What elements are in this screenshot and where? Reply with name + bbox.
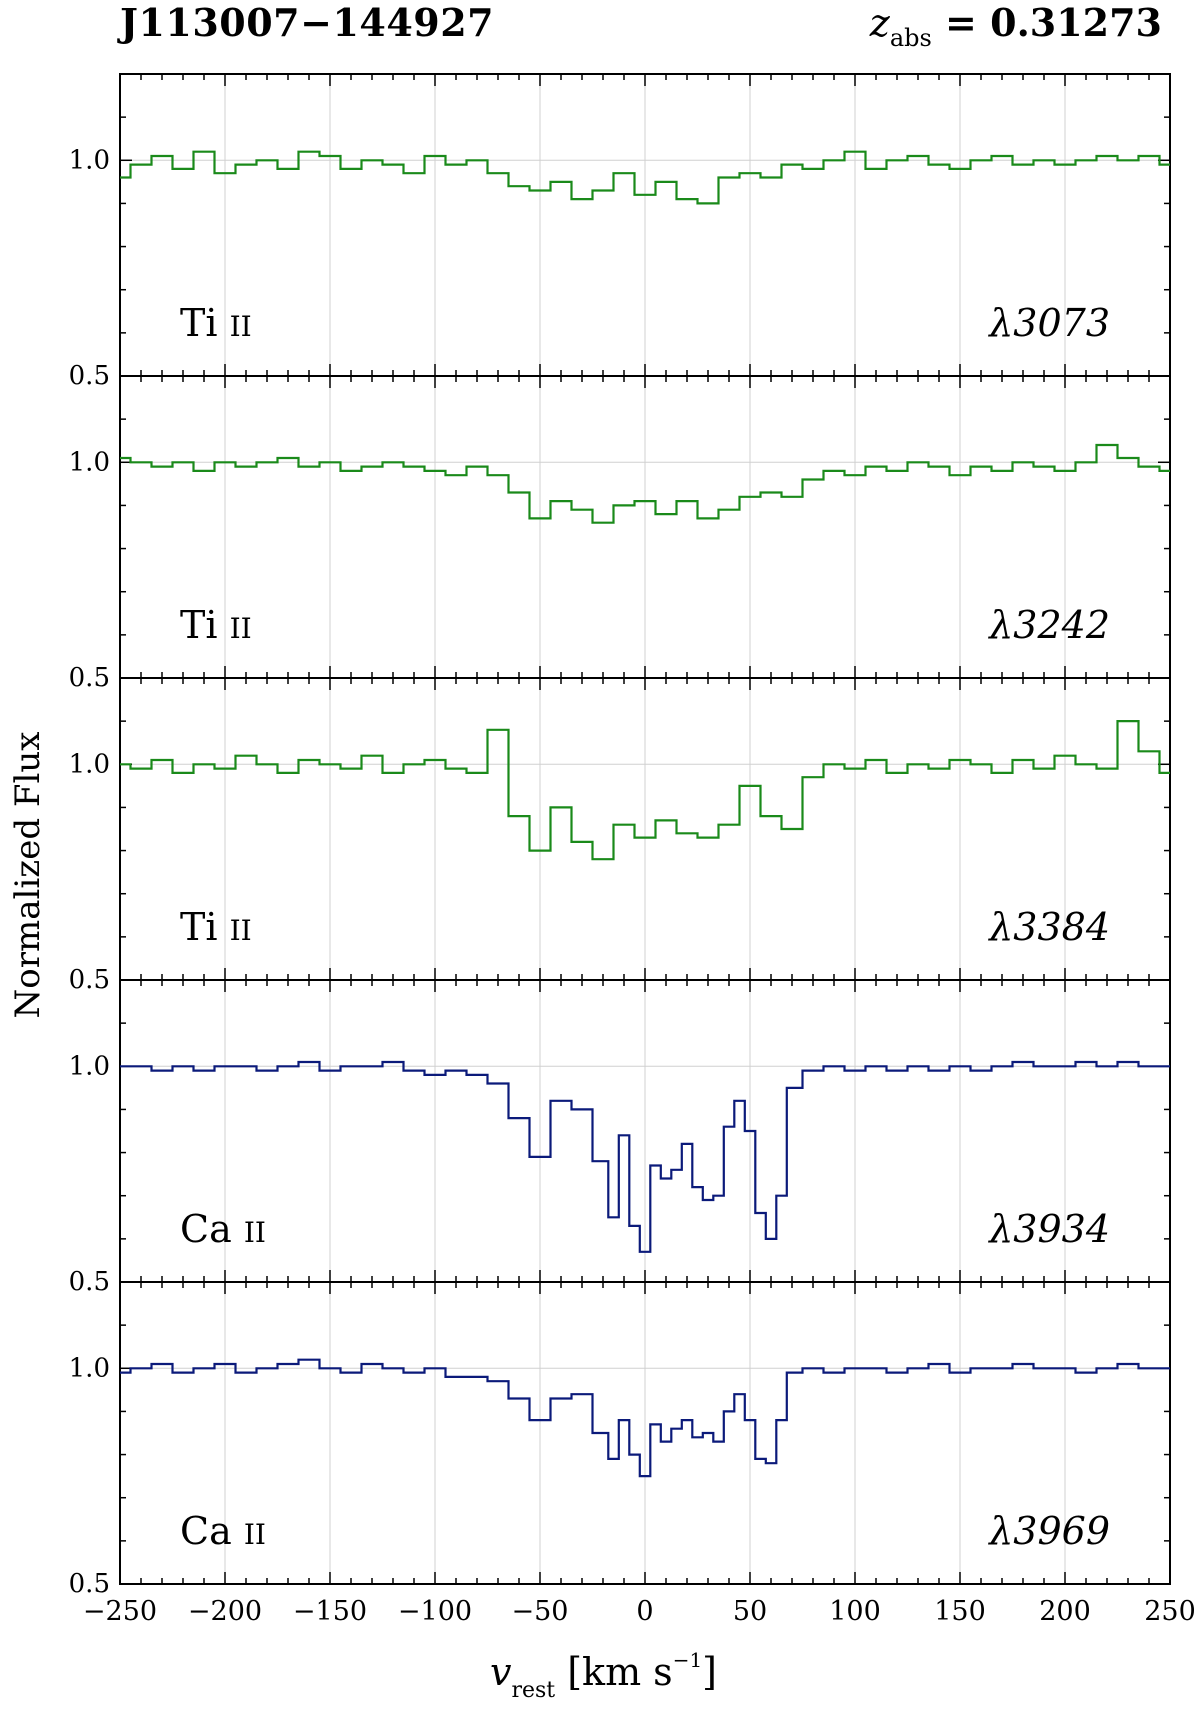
- x-tick-label: 100: [829, 1596, 881, 1627]
- ion-label: Ti II: [180, 905, 252, 949]
- x-axis-sup: −1: [672, 1648, 703, 1672]
- x-axis-sub: rest: [511, 1678, 556, 1703]
- y-tick-label: 1.0: [69, 1051, 110, 1081]
- y-tick-label: 1.0: [69, 447, 110, 477]
- object-name: J113007−144927: [120, 0, 495, 45]
- wavelength-label: λ3384: [987, 905, 1110, 949]
- x-tick-label: 50: [733, 1596, 767, 1627]
- x-axis-var: v: [490, 1650, 512, 1694]
- spectrum-line: [120, 443, 1170, 524]
- z-value: = 0.31273: [931, 0, 1162, 45]
- wavelength-label: λ3969: [987, 1509, 1110, 1553]
- x-tick-label: 0: [636, 1596, 653, 1627]
- ion-stage: II: [244, 1216, 266, 1249]
- y-tick-label: 0.5: [69, 965, 110, 995]
- ion-label: Ti II: [180, 301, 252, 345]
- spectrum-line: [120, 720, 1170, 861]
- redshift-label: zabs = 0.31273: [870, 0, 1162, 52]
- x-axis-unit-close: ]: [702, 1650, 717, 1694]
- y-tick-label: 1.0: [69, 749, 110, 779]
- x-tick-label: 250: [1144, 1596, 1196, 1627]
- ion-label: Ca II: [180, 1207, 266, 1251]
- ion-stage: II: [230, 914, 252, 947]
- x-tick-label: −250: [83, 1596, 157, 1627]
- y-tick-label: 1.0: [69, 1353, 110, 1383]
- ion-stage: II: [230, 612, 252, 645]
- wavelength-label: λ3073: [987, 301, 1110, 345]
- y-tick-label: 0.5: [69, 1267, 110, 1297]
- x-tick-label: −150: [293, 1596, 367, 1627]
- x-tick-label: 200: [1039, 1596, 1091, 1627]
- y-tick-label: 0.5: [69, 1569, 110, 1599]
- ion-label: Ca II: [180, 1509, 266, 1553]
- spectrum-line: [120, 150, 1170, 205]
- wavelength-label: λ3242: [987, 603, 1110, 647]
- wavelength-label: λ3934: [987, 1207, 1110, 1251]
- z-symbol: z: [869, 1, 890, 45]
- x-tick-label: −50: [512, 1596, 569, 1627]
- z-subscript: abs: [889, 24, 932, 52]
- x-axis-label: vrest [km s−1]: [490, 1648, 717, 1703]
- ion-stage: II: [230, 310, 252, 343]
- y-tick-label: 1.0: [69, 145, 110, 175]
- x-tick-label: 150: [934, 1596, 986, 1627]
- x-tick-label: −100: [398, 1596, 472, 1627]
- y-tick-label: 0.5: [69, 361, 110, 391]
- ion-stage: II: [244, 1518, 266, 1551]
- x-axis-unit-open: [km s: [555, 1650, 673, 1694]
- spectrum-line: [120, 1060, 1170, 1253]
- x-tick-label: −200: [188, 1596, 262, 1627]
- ion-label: Ti II: [180, 603, 252, 647]
- y-tick-label: 0.5: [69, 663, 110, 693]
- spectrum-line: [120, 1358, 1170, 1478]
